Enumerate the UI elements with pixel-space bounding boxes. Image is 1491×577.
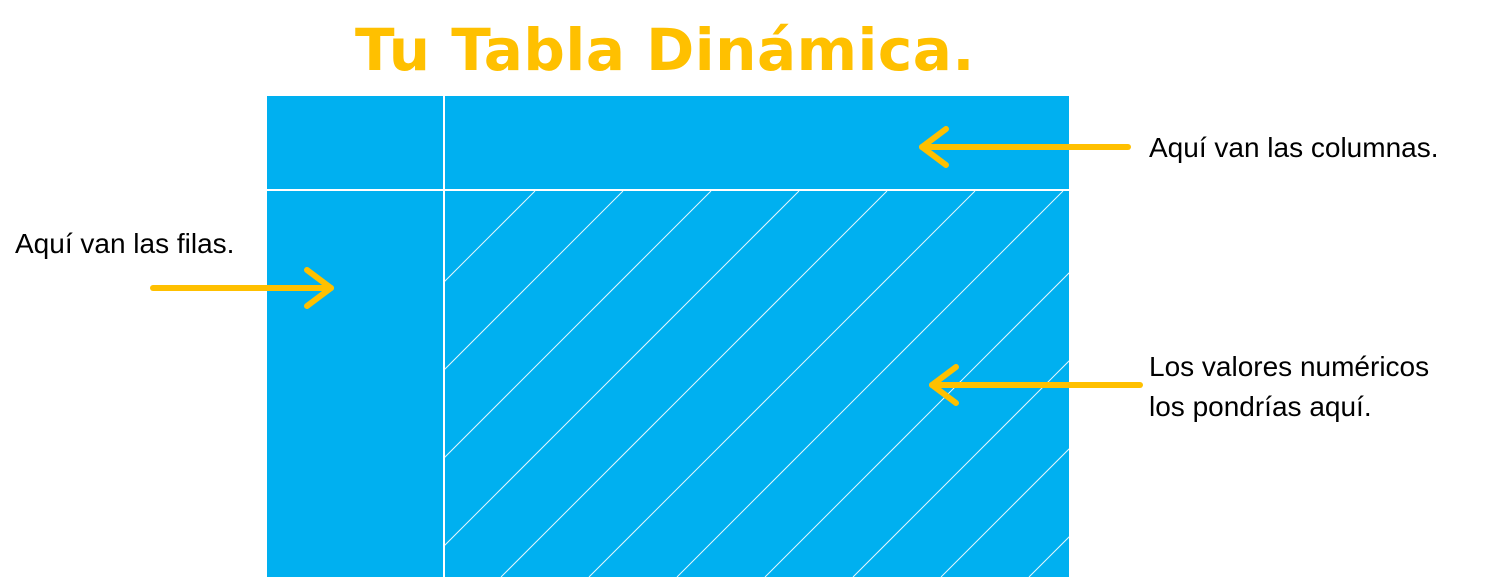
pivot-table-block (267, 96, 1069, 577)
arrow-rows-icon (150, 267, 334, 309)
hatch-line (445, 191, 536, 282)
arrow-values-icon (929, 364, 1143, 406)
hatch-line (445, 191, 800, 546)
rows-label: Aquí van las filas. (15, 228, 235, 259)
hatch-line (445, 191, 624, 370)
arrow-columns-icon (919, 126, 1131, 168)
columns-label: Aquí van las columnas. (1149, 132, 1439, 163)
values-label: Los valores numéricos los pondrías aquí. (1149, 347, 1429, 427)
page-title: Tu Tabla Dinámica. (355, 16, 975, 84)
values-label-line-1: Los valores numéricos (1149, 351, 1430, 382)
hatch-line (445, 191, 712, 458)
hatch-line (588, 191, 976, 577)
hatch-line (940, 448, 1069, 577)
hatch-line (676, 191, 1064, 577)
values-label-line-2: los pondrías aquí. (1149, 391, 1372, 422)
hatch-line (500, 191, 888, 577)
